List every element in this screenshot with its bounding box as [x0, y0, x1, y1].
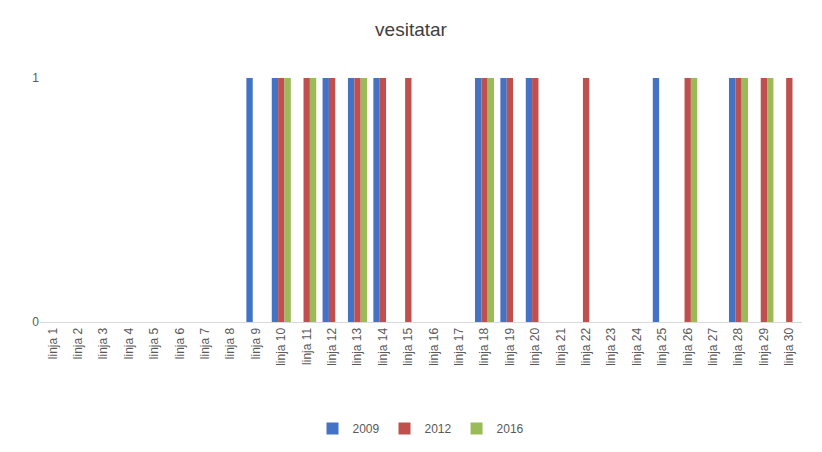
- svg-text:2012: 2012: [425, 422, 452, 436]
- svg-text:linja 14: linja 14: [376, 327, 390, 365]
- svg-text:linja 16: linja 16: [427, 327, 441, 365]
- svg-text:linja 7: linja 7: [198, 327, 212, 359]
- svg-text:2016: 2016: [497, 422, 524, 436]
- svg-text:linja 25: linja 25: [655, 327, 669, 365]
- svg-text:linja 4: linja 4: [122, 327, 136, 359]
- svg-text:linja 2: linja 2: [71, 327, 85, 359]
- svg-text:linja 18: linja 18: [477, 327, 491, 365]
- svg-text:linja 22: linja 22: [579, 327, 593, 365]
- svg-text:linja 6: linja 6: [173, 327, 187, 359]
- svg-text:linja 19: linja 19: [503, 327, 517, 365]
- svg-text:linja 24: linja 24: [630, 327, 644, 365]
- svg-text:linja 12: linja 12: [325, 327, 339, 365]
- svg-text:linja 21: linja 21: [554, 327, 568, 365]
- svg-text:0: 0: [32, 315, 39, 329]
- svg-text:linja 20: linja 20: [528, 327, 542, 365]
- svg-text:linja 26: linja 26: [681, 327, 695, 365]
- svg-text:vesitatar: vesitatar: [375, 19, 447, 40]
- svg-text:1: 1: [32, 71, 39, 85]
- svg-text:linja 27: linja 27: [706, 327, 720, 365]
- svg-text:linja 23: linja 23: [604, 327, 618, 365]
- svg-text:linja 30: linja 30: [782, 327, 796, 365]
- svg-text:linja 29: linja 29: [757, 327, 771, 365]
- svg-text:2009: 2009: [353, 422, 380, 436]
- svg-text:linja 17: linja 17: [452, 327, 466, 365]
- svg-text:linja 28: linja 28: [731, 327, 745, 365]
- svg-text:linja 5: linja 5: [147, 327, 161, 359]
- svg-text:linja 3: linja 3: [96, 327, 110, 359]
- svg-text:linja 9: linja 9: [249, 327, 263, 359]
- svg-text:linja 15: linja 15: [401, 327, 415, 365]
- svg-text:linja 13: linja 13: [350, 327, 364, 365]
- svg-text:linja 8: linja 8: [223, 327, 237, 359]
- svg-text:linja 1: linja 1: [46, 327, 60, 359]
- svg-text:linja 10: linja 10: [274, 327, 288, 365]
- svg-text:linja 11: linja 11: [300, 327, 314, 364]
